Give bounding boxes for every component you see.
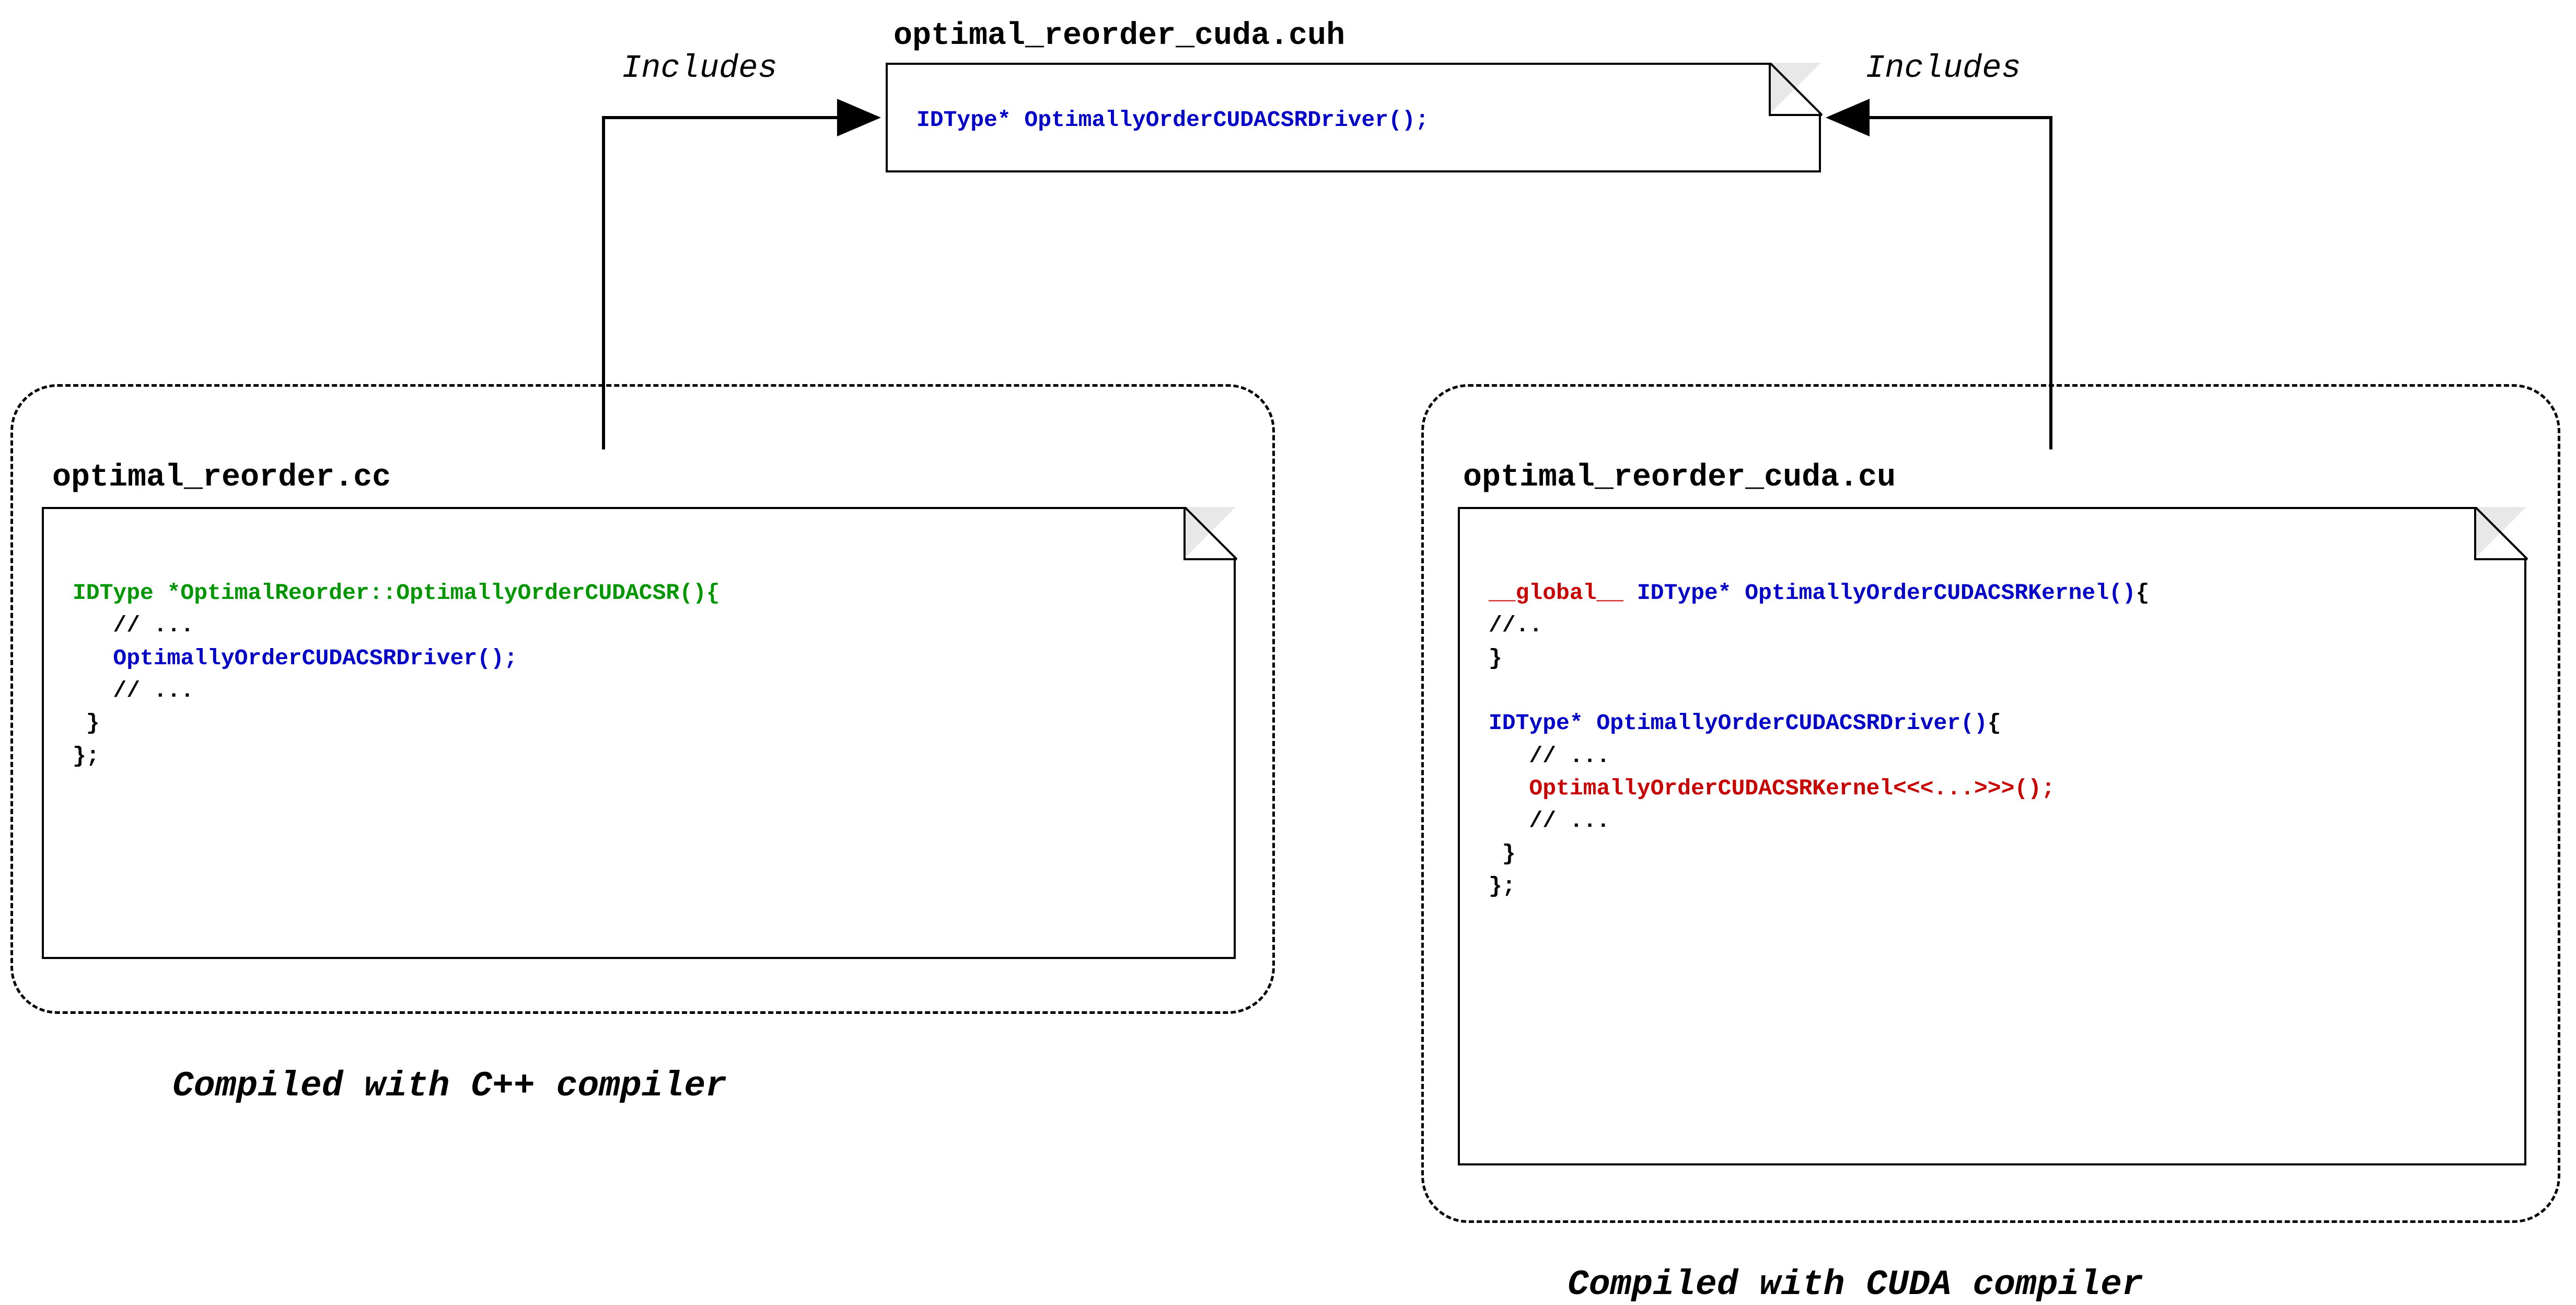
code-line: IDType* OptimallyOrderCUDACSRDriver(){ (1489, 707, 2149, 740)
dog-ear (1181, 509, 1234, 561)
code-line: // ... (1489, 740, 2149, 772)
code-line: IDType *OptimalReorder::OptimallyOrderCU… (73, 577, 720, 609)
code-span: }; (73, 743, 100, 769)
right-code: __global__ IDType* OptimallyOrderCUDACSR… (1489, 577, 2149, 903)
code-line: // ... (73, 675, 720, 707)
right-caption: Compiled with CUDA compiler (1568, 1265, 2143, 1305)
code-span: } (1489, 841, 1516, 867)
code-line: OptimallyOrderCUDACSRDriver(); (73, 642, 720, 675)
code-span: }; (1489, 873, 1516, 899)
code-span: IDType* OptimallyOrderCUDACSRKernel() (1637, 580, 2136, 606)
code-span: { (2136, 580, 2150, 606)
header-file-box: IDType* OptimallyOrderCUDACSRDriver(); (886, 63, 1821, 172)
code-line: } (1489, 838, 2149, 870)
left-code: IDType *OptimalReorder::OptimallyOrderCU… (73, 577, 720, 772)
right-file-box: __global__ IDType* OptimallyOrderCUDACSR… (1458, 507, 2526, 1165)
code-line: __global__ IDType* OptimallyOrderCUDACSR… (1489, 577, 2149, 609)
includes-label-right: Includes (1865, 50, 2021, 87)
code-line: IDType* OptimallyOrderCUDACSRDriver(); (916, 104, 1429, 136)
code-span: __global__ (1489, 580, 1623, 606)
code-span: OptimallyOrderCUDACSRDriver(); (113, 645, 517, 671)
code-line: } (1489, 642, 2149, 675)
code-span: IDType* OptimallyOrderCUDACSRDriver() (1489, 710, 1988, 736)
code-span: IDType* OptimallyOrderCUDACSRDriver(); (916, 107, 1429, 133)
code-span: OptimallyOrderCUDACSRKernel<<<...>>>(); (1529, 776, 2055, 801)
header-code: IDType* OptimallyOrderCUDACSRDriver(); (916, 104, 1429, 136)
code-span: // ... (113, 613, 194, 638)
code-line: OptimallyOrderCUDACSRKernel<<<...>>>(); (1489, 772, 2149, 805)
code-line: // ... (73, 609, 720, 642)
code-span: } (1489, 645, 1502, 671)
code-span: //.. (1489, 613, 1542, 638)
code-span: // ... (1529, 743, 1610, 769)
code-span: } (73, 710, 100, 736)
header-file-title: optimal_reorder_cuda.cuh (894, 18, 1345, 54)
code-line: } (73, 707, 720, 740)
dog-ear (1767, 65, 1819, 117)
code-span: { (1988, 710, 2001, 736)
right-file-title: optimal_reorder_cuda.cu (1463, 460, 1896, 495)
left-caption: Compiled with C++ compiler (172, 1066, 727, 1106)
code-line: // ... (1489, 805, 2149, 837)
code-line: }; (73, 740, 720, 772)
dog-ear (2472, 509, 2524, 561)
code-span: IDType *OptimalReorder::OptimallyOrderCU… (73, 580, 720, 606)
code-span: // ... (113, 678, 194, 703)
code-span: // ... (1529, 808, 1610, 834)
left-file-box: IDType *OptimalReorder::OptimallyOrderCU… (42, 507, 1236, 959)
includes-label-left: Includes (622, 50, 778, 87)
left-file-title: optimal_reorder.cc (52, 460, 391, 495)
code-line: }; (1489, 870, 2149, 903)
code-line (1489, 675, 2149, 707)
code-span (1623, 580, 1637, 606)
code-line: //.. (1489, 609, 2149, 642)
